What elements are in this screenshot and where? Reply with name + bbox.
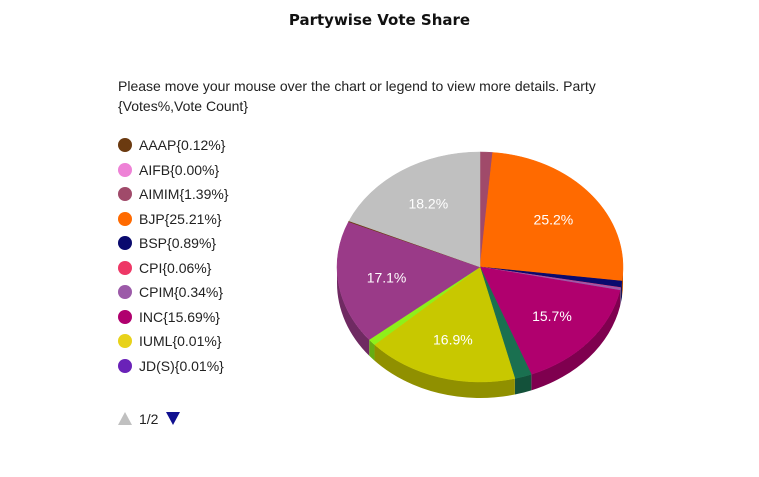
legend-swatch-aaap [118,138,132,152]
pie-label-slice-9: 17.1% [367,270,407,286]
legend-label-bsp: BSP{0.89%} [139,235,217,251]
chart-title: Partywise Vote Share [288,11,471,29]
pie-label-inc: 15.7% [532,308,572,324]
pie-side-cpim [620,287,621,307]
legend-label-aaap: AAAP{0.12%} [139,137,226,153]
pager-text: 1/2 [139,411,159,427]
pie-slice-bjp[interactable] [479,152,624,282]
legend-swatch-jds [118,358,132,373]
pager-up-icon[interactable] [118,412,132,425]
pie-slice-slice-7[interactable] [374,266,516,383]
pie-side-slice-9 [337,267,370,356]
legend-swatch-cpim [118,285,132,299]
legend-swatch-bjp [118,211,132,226]
legend-swatch-iuml [118,334,132,348]
pie-side-slice-6 [514,374,532,395]
legend-label-cpi: CPI{0.06%} [139,259,212,276]
legend-swatch-bsp [118,236,132,250]
pager-down-icon[interactable] [166,412,180,425]
legend-swatch-inc [118,309,132,324]
legend-label-aimim: AIMIM{1.39%} [139,186,229,202]
pie-side-slice-7 [374,344,515,398]
legend-label-jds: JD(S){0.01%} [139,357,224,374]
legend-swatch-aifb [118,162,132,177]
pie-label-slice-7: 16.9% [433,332,473,348]
legend-label-iuml: IUML{0.01%} [139,333,222,349]
pie-side-slice-8 [369,339,375,361]
pie-label-bjp: 25.2% [534,211,574,227]
legend-label-bjp: BJP{25.21%} [139,210,222,227]
pie-slice-slice-11[interactable] [348,151,481,268]
pie-side-inc [531,290,621,391]
pie-slice-slice-9[interactable] [336,221,481,340]
legend-swatch-aimim [118,187,132,201]
legend-label-inc: INC{15.69%} [139,308,220,325]
pie-slice-inc[interactable] [479,266,621,375]
chart-instructions: Please move your mouse over the chart or… [118,78,596,114]
legend-label-aifb: AIFB{0.00%} [139,161,220,178]
pie-label-slice-11: 18.2% [408,195,448,211]
legend-label-cpim: CPIM{0.34%} [139,284,224,300]
legend-swatch-cpi [118,260,132,275]
